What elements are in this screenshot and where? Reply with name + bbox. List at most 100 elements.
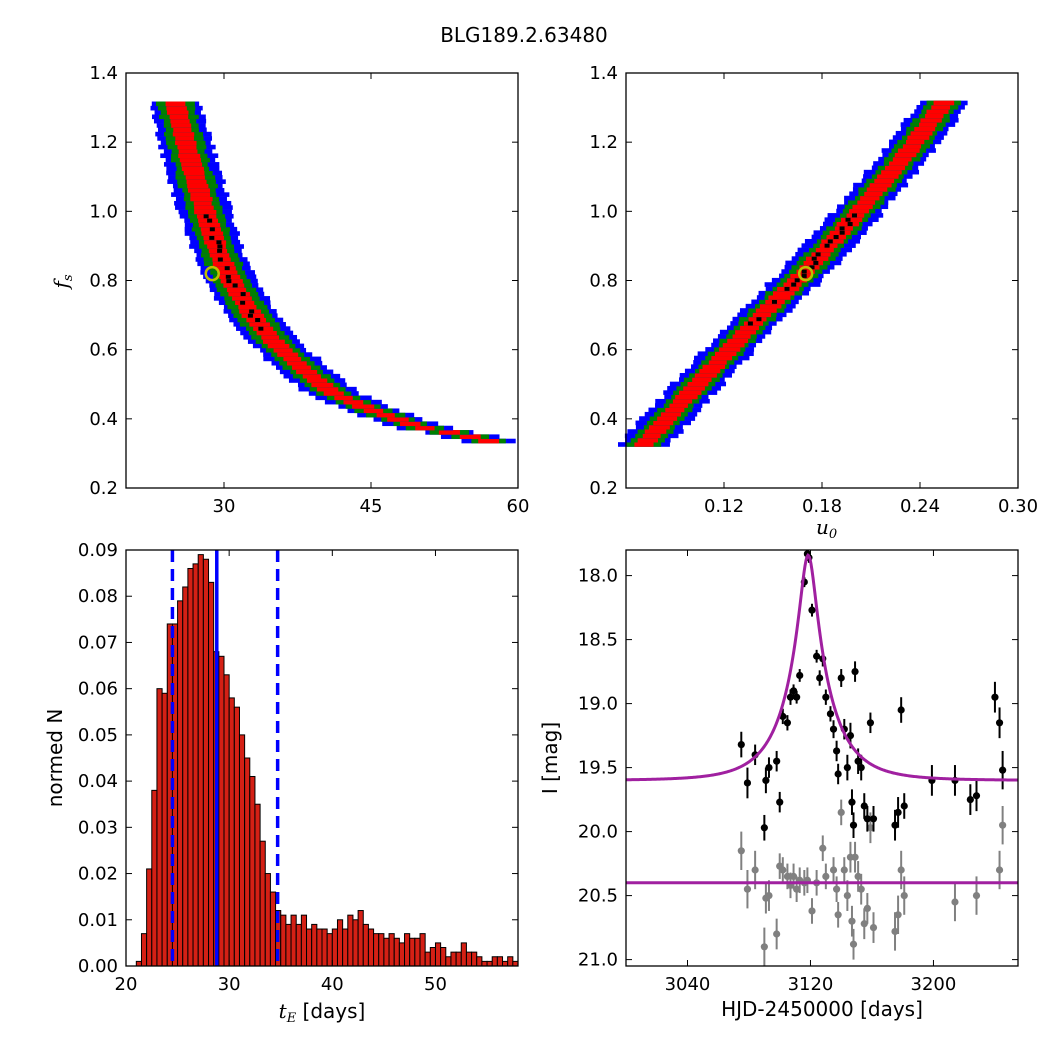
data-point-gray — [848, 917, 856, 925]
y-tick-label: 0.4 — [589, 409, 618, 430]
likelihood-cell — [217, 270, 238, 275]
likelihood-cell — [165, 101, 186, 107]
top-likelihood-cell — [827, 239, 833, 244]
likelihood-cell — [207, 244, 226, 249]
histogram-bar — [228, 697, 235, 967]
data-point-black — [773, 757, 781, 765]
top-likelihood-cell — [824, 243, 830, 248]
likelihood-cell — [637, 437, 658, 443]
top-likelihood-cell — [839, 226, 845, 231]
histogram-bar — [507, 956, 514, 967]
top-likelihood-cell — [847, 221, 853, 227]
histogram-bar — [269, 891, 277, 967]
x-tick-label: 30 — [218, 974, 241, 995]
histogram-bar — [373, 933, 380, 967]
likelihood-cell — [902, 143, 922, 149]
top-likelihood-cell — [225, 274, 231, 279]
likelihood-cell — [302, 373, 321, 379]
data-point-gray — [783, 872, 792, 881]
histogram-bar — [450, 951, 457, 967]
y-tick-label: 1.0 — [589, 201, 618, 222]
x-tick-label: 50 — [424, 974, 447, 995]
histogram-bar — [357, 910, 364, 967]
panel-fs-vs-u0: 0.12 0.18 0.24 0.30 0.2 0.4 0.6 0.8 1.0 1.2 1.4 u0 — [589, 63, 1038, 542]
likelihood-cell — [343, 399, 364, 405]
y-tick-label: 1.0 — [89, 201, 118, 222]
likelihood-cell — [459, 434, 481, 440]
data-point-black — [829, 725, 838, 733]
likelihood-cell — [864, 191, 883, 197]
data-point-gray — [779, 866, 787, 874]
y-tick-label: 21.0 — [578, 950, 618, 971]
likelihood-cell — [175, 140, 197, 146]
x-axis-label-unit: [days] — [296, 999, 365, 1023]
likelihood-cell — [849, 208, 869, 214]
likelihood-cell — [920, 117, 942, 123]
histogram-bar — [429, 947, 436, 967]
histogram-bar — [223, 674, 230, 967]
likelihood-cell — [894, 152, 917, 158]
likelihood-cell — [881, 169, 902, 175]
histogram-bar — [202, 558, 210, 967]
top-likelihood-cell — [217, 257, 223, 262]
x-tick-label: 0.12 — [704, 496, 744, 517]
likelihood-cell — [675, 394, 698, 400]
likelihood-cell — [173, 127, 192, 133]
likelihood-cell — [884, 165, 906, 171]
top-likelihood-cell — [240, 300, 246, 305]
top-likelihood-cell — [240, 291, 246, 297]
y-tick-label: 0.2 — [589, 478, 618, 499]
likelihood-cell — [727, 338, 749, 344]
histogram-bar — [383, 937, 390, 967]
data-point-gray — [765, 892, 773, 900]
likelihood-cell — [283, 356, 302, 362]
likelihood-cell — [232, 296, 252, 301]
histogram-bar — [481, 960, 488, 967]
likelihood-cell — [352, 404, 375, 409]
histogram-bar — [471, 951, 478, 967]
likelihood-cell — [657, 416, 678, 421]
histogram-bar — [434, 942, 442, 967]
likelihood-cell — [889, 161, 909, 166]
data-point-black — [833, 747, 841, 755]
likelihood-cell — [644, 429, 667, 434]
top-likelihood-cell — [813, 260, 819, 265]
likelihood-cell — [759, 303, 782, 309]
y-tick-label: 0.04 — [78, 771, 118, 792]
histogram-bar — [300, 914, 308, 967]
likelihood-cell — [714, 351, 737, 357]
likelihood-cell — [181, 166, 204, 171]
data-point-black — [776, 798, 784, 806]
likelihood-cell — [179, 157, 202, 163]
y-tick-label: 0.8 — [89, 271, 118, 292]
likelihood-cell — [732, 334, 751, 339]
data-point-gray — [863, 904, 871, 913]
y-tick-label: 0.4 — [89, 409, 118, 430]
likelihood-cell — [735, 329, 756, 335]
likelihood-cell — [722, 342, 745, 348]
data-point-gray — [737, 847, 745, 855]
data-point-gray — [891, 927, 899, 936]
likelihood-cell — [933, 100, 955, 106]
data-point-gray — [951, 898, 959, 906]
data-point-gray — [819, 844, 827, 852]
top-likelihood-cell — [232, 283, 238, 288]
likelihood-cell — [897, 148, 920, 153]
histogram-bar — [491, 956, 498, 967]
likelihood-cell — [277, 352, 299, 357]
likelihood-cell — [719, 347, 741, 352]
histogram-bar — [465, 951, 473, 967]
likelihood-cell — [190, 192, 211, 197]
likelihood-cell — [660, 411, 682, 417]
histogram-bar — [424, 951, 431, 967]
likelihood-cell — [323, 391, 344, 396]
data-point-black — [783, 719, 792, 727]
data-point-black — [991, 693, 999, 701]
likelihood-cell — [874, 178, 895, 184]
x-tick-label: 30 — [213, 496, 236, 517]
data-point-black — [846, 732, 855, 740]
y-tick-label: 18.5 — [578, 630, 618, 651]
top-likelihood-cell — [258, 326, 264, 331]
data-point-gray — [834, 911, 842, 919]
histogram-bar — [336, 919, 344, 967]
